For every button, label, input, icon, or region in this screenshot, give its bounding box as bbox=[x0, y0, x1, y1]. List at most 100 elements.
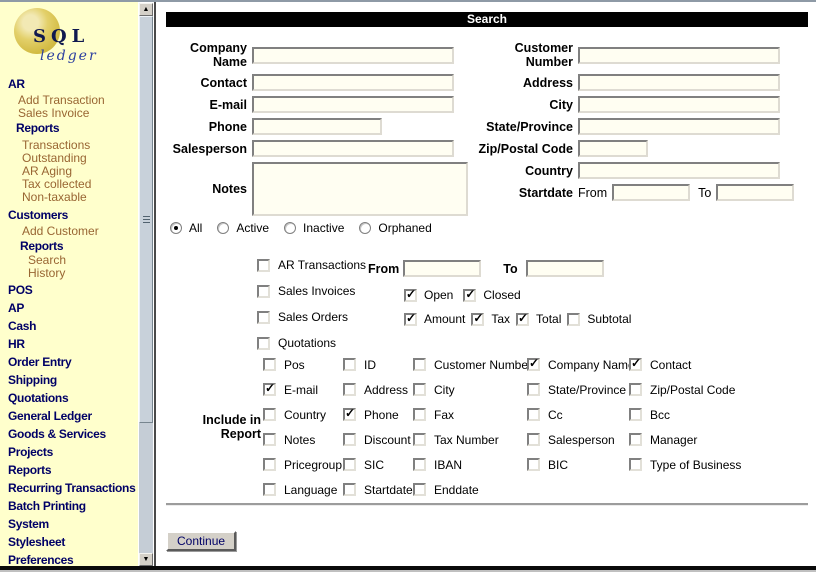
tax-number-checkbox[interactable] bbox=[413, 433, 426, 446]
sidebar-item-preferences[interactable]: Preferences bbox=[8, 553, 74, 567]
address-checkbox[interactable] bbox=[343, 383, 356, 396]
city-checkbox[interactable] bbox=[413, 383, 426, 396]
radio-inactive-button[interactable] bbox=[284, 222, 297, 234]
amount-checkbox[interactable]: ✓ bbox=[404, 311, 417, 326]
sidebar-item-non-taxable[interactable]: Non-taxable bbox=[22, 190, 87, 204]
pos-checkbox[interactable] bbox=[263, 358, 276, 371]
sidebar-item-history[interactable]: History bbox=[28, 266, 66, 280]
range-from-input[interactable] bbox=[403, 260, 482, 277]
range-to-input[interactable] bbox=[525, 260, 604, 277]
sidebar-scrollbar[interactable]: ▲ ▼ bbox=[139, 3, 153, 566]
sidebar-item-search[interactable]: Search bbox=[28, 253, 67, 267]
checkbox-customer-number[interactable]: Customer Number bbox=[413, 352, 532, 377]
startdate-checkbox[interactable] bbox=[343, 483, 356, 496]
checkbox-quotations[interactable]: Quotations bbox=[257, 330, 366, 356]
continue-button[interactable]: Continue bbox=[166, 531, 237, 551]
radio-orphaned-button[interactable] bbox=[359, 222, 372, 234]
radio-active[interactable]: Active bbox=[217, 221, 269, 235]
radio-orphaned[interactable]: Orphaned bbox=[359, 221, 432, 235]
radio-active-button[interactable] bbox=[217, 222, 230, 234]
checkbox-discount[interactable]: Discount bbox=[343, 427, 413, 452]
checkbox-sic[interactable]: SIC bbox=[343, 452, 413, 477]
checkbox-manager[interactable]: Manager bbox=[629, 427, 741, 452]
sidebar-item-goods-services[interactable]: Goods & Services bbox=[8, 427, 106, 441]
ar-transactions-checkbox[interactable] bbox=[257, 258, 270, 272]
salesperson-checkbox[interactable] bbox=[527, 433, 540, 446]
sidebar-item-ar-aging[interactable]: AR Aging bbox=[22, 164, 73, 178]
phone-input[interactable] bbox=[252, 118, 382, 135]
frame-divider[interactable] bbox=[154, 2, 156, 566]
checkbox-email[interactable]: ✓ E-mail bbox=[263, 377, 343, 402]
checkbox-startdate[interactable]: Startdate bbox=[343, 477, 413, 502]
sidebar-item-ar-reports[interactable]: Reports bbox=[16, 121, 60, 135]
country-input[interactable] bbox=[578, 162, 780, 179]
tax-checkbox[interactable]: ✓ bbox=[471, 311, 485, 326]
radio-all[interactable]: All bbox=[170, 221, 202, 235]
checkbox-contact[interactable]: ✓ Contact bbox=[629, 352, 741, 377]
checkbox-type-of-business[interactable]: Type of Business bbox=[629, 452, 741, 477]
city-input[interactable] bbox=[578, 96, 780, 113]
checkbox-cc[interactable]: Cc bbox=[527, 402, 629, 427]
sidebar-item-ap[interactable]: AP bbox=[8, 301, 25, 315]
zip-postal-code-input[interactable] bbox=[578, 140, 648, 157]
sidebar-item-batch-printing[interactable]: Batch Printing bbox=[8, 499, 86, 513]
type-of-business-checkbox[interactable] bbox=[629, 458, 642, 471]
checkbox-bic[interactable]: BIC bbox=[527, 452, 629, 477]
sidebar-item-general-ledger[interactable]: General Ledger bbox=[8, 409, 92, 423]
country-checkbox[interactable] bbox=[263, 408, 276, 421]
sidebar-item-transactions[interactable]: Transactions bbox=[22, 138, 91, 152]
scroll-up-button[interactable]: ▲ bbox=[139, 3, 153, 16]
sidebar-item-customers-reports[interactable]: Reports bbox=[20, 239, 64, 253]
sidebar-item-sales-invoice[interactable]: Sales Invoice bbox=[18, 106, 90, 120]
sidebar-item-cash[interactable]: Cash bbox=[8, 319, 37, 333]
startdate-from-input[interactable] bbox=[612, 184, 691, 201]
iban-checkbox[interactable] bbox=[413, 458, 426, 471]
notes-textarea[interactable] bbox=[252, 162, 468, 216]
checkbox-company-name[interactable]: ✓ Company Name bbox=[527, 352, 635, 377]
checkbox-language[interactable]: Language bbox=[263, 477, 343, 502]
scrollbar-thumb[interactable] bbox=[139, 16, 153, 423]
radio-all-button[interactable] bbox=[170, 222, 182, 234]
sidebar-item-pos[interactable]: POS bbox=[8, 283, 33, 297]
cc-checkbox[interactable] bbox=[527, 408, 540, 421]
quotations-checkbox[interactable] bbox=[257, 336, 270, 350]
checkbox-enddate[interactable]: Enddate bbox=[413, 477, 527, 502]
sidebar-item-reports[interactable]: Reports bbox=[8, 463, 52, 477]
checkbox-iban[interactable]: IBAN bbox=[413, 452, 527, 477]
checkbox-zip-postal-code[interactable]: Zip/Postal Code bbox=[629, 377, 741, 402]
sidebar-item-ar[interactable]: AR bbox=[8, 77, 25, 91]
discount-checkbox[interactable] bbox=[343, 433, 356, 446]
company-name-input[interactable] bbox=[252, 46, 454, 64]
checkbox-pos[interactable]: Pos bbox=[263, 352, 343, 377]
checkbox-salesperson[interactable]: Salesperson bbox=[527, 427, 629, 452]
checkbox-sales-invoices[interactable]: Sales Invoices bbox=[257, 278, 366, 304]
sidebar-item-stylesheet[interactable]: Stylesheet bbox=[8, 535, 66, 549]
company-name-checkbox[interactable]: ✓ bbox=[527, 356, 540, 371]
address-input[interactable] bbox=[578, 74, 780, 91]
checkbox-bcc[interactable]: Bcc bbox=[629, 402, 741, 427]
checkbox-id[interactable]: ID bbox=[343, 352, 413, 377]
notes-checkbox[interactable] bbox=[263, 433, 276, 446]
bcc-checkbox[interactable] bbox=[629, 408, 642, 421]
sidebar-item-shipping[interactable]: Shipping bbox=[8, 373, 57, 387]
manager-checkbox[interactable] bbox=[629, 433, 642, 446]
sidebar-item-order-entry[interactable]: Order Entry bbox=[8, 355, 72, 369]
sidebar-item-add-transaction[interactable]: Add Transaction bbox=[18, 93, 105, 107]
sidebar-item-customers[interactable]: Customers bbox=[8, 208, 68, 222]
contact-checkbox[interactable]: ✓ bbox=[629, 356, 642, 371]
customer-number-checkbox[interactable] bbox=[413, 358, 426, 371]
state-province-input[interactable] bbox=[578, 118, 780, 135]
sidebar-item-add-customer[interactable]: Add Customer bbox=[22, 224, 99, 238]
enddate-checkbox[interactable] bbox=[413, 483, 426, 496]
sidebar-item-projects[interactable]: Projects bbox=[8, 445, 53, 459]
phone-checkbox[interactable]: ✓ bbox=[343, 406, 356, 421]
radio-inactive[interactable]: Inactive bbox=[284, 221, 344, 235]
customer-number-input[interactable] bbox=[578, 46, 780, 64]
bic-checkbox[interactable] bbox=[527, 458, 540, 471]
sidebar-item-quotations[interactable]: Quotations bbox=[8, 391, 69, 405]
checkbox-country[interactable]: Country bbox=[263, 402, 343, 427]
sales-orders-checkbox[interactable] bbox=[257, 310, 270, 324]
startdate-to-input[interactable] bbox=[716, 184, 795, 201]
sidebar-item-system[interactable]: System bbox=[8, 517, 49, 531]
fax-checkbox[interactable] bbox=[413, 408, 426, 421]
